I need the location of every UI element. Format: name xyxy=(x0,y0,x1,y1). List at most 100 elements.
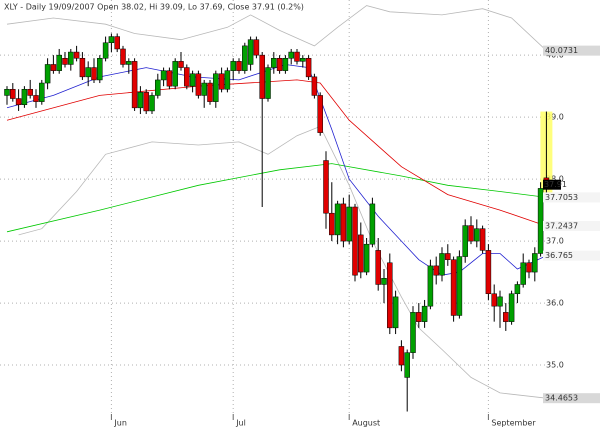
candle-body xyxy=(242,45,248,71)
candle-body xyxy=(433,265,439,276)
candle-body xyxy=(265,67,271,99)
candle-body xyxy=(276,58,283,71)
candle-body xyxy=(520,262,526,285)
candle-body xyxy=(68,51,74,65)
candle-body xyxy=(311,76,318,96)
y-tick-label: 36.0 xyxy=(546,299,564,308)
candle-body xyxy=(497,296,503,307)
candle-body xyxy=(73,51,80,59)
candle-body xyxy=(160,70,167,81)
indicator-line xyxy=(18,125,547,399)
indicator-line xyxy=(6,5,547,51)
x-tick-label: August xyxy=(352,419,380,428)
candle-body xyxy=(131,61,138,109)
candle-body xyxy=(398,346,405,366)
candle-body xyxy=(450,259,457,316)
candle-body xyxy=(108,36,115,44)
candle-body xyxy=(189,73,196,87)
candle-body xyxy=(271,58,277,68)
candle-body xyxy=(416,312,422,322)
candle-body xyxy=(155,79,161,96)
value-label-box xyxy=(543,250,600,261)
candle-body xyxy=(514,284,521,295)
candle-body xyxy=(166,70,173,87)
candle-body xyxy=(195,73,202,96)
y-tick-label: 37.0 xyxy=(546,237,564,246)
candle-body xyxy=(21,88,28,105)
candle-body xyxy=(363,243,370,273)
candle-body xyxy=(207,82,213,102)
candle-body xyxy=(137,92,144,109)
candle-body xyxy=(503,312,509,322)
value-label: 37.91 xyxy=(544,180,567,189)
candle-body xyxy=(491,293,497,307)
candle-body xyxy=(305,58,312,78)
indicator-line xyxy=(6,64,547,276)
indicator-line xyxy=(6,79,547,227)
candle-body xyxy=(39,82,45,102)
candle-body xyxy=(334,203,341,236)
candle-body xyxy=(329,212,335,236)
value-label: 34.4653 xyxy=(545,394,578,403)
candle-body xyxy=(10,88,16,99)
candle-body xyxy=(224,70,231,90)
candle-body xyxy=(294,51,300,62)
candle-body xyxy=(56,54,62,71)
value-label-box xyxy=(543,192,600,203)
candle-body xyxy=(143,92,149,112)
candle-body xyxy=(410,312,416,353)
candle-body xyxy=(15,98,22,105)
candle-body xyxy=(230,61,236,71)
candle-body xyxy=(282,58,289,71)
value-label: 36.765 xyxy=(545,251,573,260)
indicator-line xyxy=(6,163,547,233)
value-label-box xyxy=(543,179,561,190)
candle-body xyxy=(375,250,381,285)
candle-body xyxy=(369,203,376,245)
candle-body xyxy=(114,36,120,50)
candle-body xyxy=(404,352,410,378)
candle-body xyxy=(288,51,294,59)
candle-body xyxy=(537,188,544,254)
candle-body xyxy=(468,225,474,242)
candle-body xyxy=(300,58,306,62)
x-tick-label: Jul xyxy=(235,419,246,428)
candle-body xyxy=(387,262,393,329)
candle-body xyxy=(392,296,399,329)
candle-body xyxy=(445,253,451,260)
candle-body xyxy=(421,305,428,322)
chart-title: XLY - Daily 19/09/2007 Open 38.02, Hi 39… xyxy=(4,3,304,12)
candle-body xyxy=(462,225,468,257)
value-label-box xyxy=(543,393,600,404)
candle-body xyxy=(358,234,364,273)
candle-body xyxy=(126,61,132,65)
value-label: 40.0731 xyxy=(545,46,578,55)
candle-body xyxy=(27,88,33,96)
candle-body xyxy=(532,253,538,273)
candle-body xyxy=(97,58,103,81)
y-tick-label: 38.0 xyxy=(546,175,564,184)
candle-body xyxy=(508,293,515,322)
candle-body xyxy=(213,73,219,102)
candle-body xyxy=(62,58,68,65)
candle-body xyxy=(201,82,207,96)
x-tick-label: September xyxy=(491,419,536,428)
candle-body xyxy=(149,95,155,112)
candle-body xyxy=(184,67,190,87)
candle-body xyxy=(485,250,492,295)
candle-body xyxy=(456,256,463,316)
candle-body xyxy=(178,61,184,68)
candle-body xyxy=(474,228,480,242)
candle-body xyxy=(91,67,97,81)
value-label: 37.7053 xyxy=(545,193,578,202)
candle-body xyxy=(340,203,347,242)
candle-body xyxy=(526,262,532,273)
candle-body xyxy=(253,39,260,56)
x-tick-label: Jun xyxy=(113,419,127,428)
candle-body xyxy=(120,48,126,65)
candle-body xyxy=(352,206,358,276)
candle-body xyxy=(44,64,51,84)
candle-body xyxy=(346,206,352,242)
candle-body xyxy=(218,73,225,90)
